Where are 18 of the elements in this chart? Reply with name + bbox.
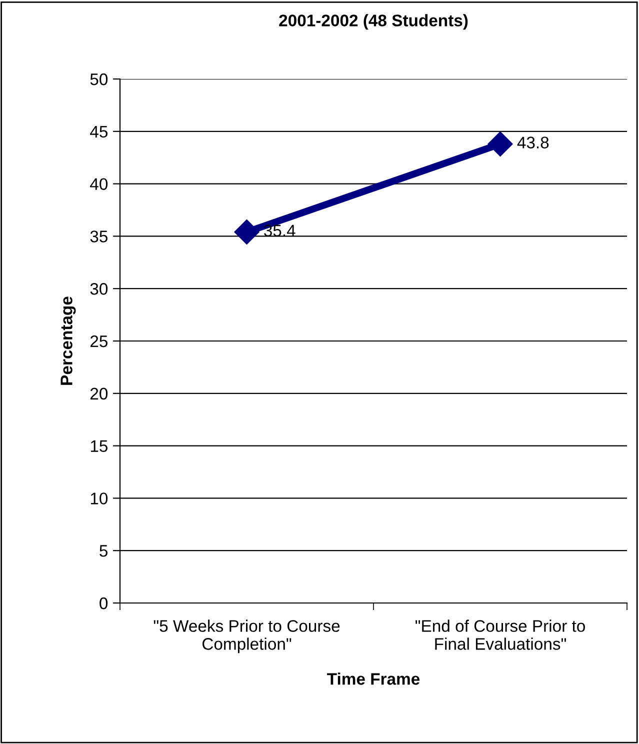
y-tick-label: 10 (90, 492, 108, 504)
y-tick-label: 50 (90, 73, 108, 86)
y-tick-label: 5 (100, 545, 108, 557)
y-tick-label: 45 (90, 126, 108, 138)
chart-title: 2001-2002 (48 Students) (279, 14, 468, 30)
x-tick-label: "End of Course Prior to Final Evaluations" (416, 620, 585, 650)
data-label: 43.8 (517, 136, 549, 148)
y-tick-label: 20 (90, 388, 108, 400)
data-label: 35.4 (264, 224, 296, 236)
y-tick-label: 25 (90, 335, 108, 348)
x-axis-title: Time Frame (327, 672, 420, 685)
y-tick-label: 15 (90, 440, 108, 452)
y-tick-label: 40 (90, 178, 108, 190)
y-tick-label: 0 (100, 597, 108, 610)
y-tick-label: 35 (90, 230, 108, 242)
x-tick-label: "5 Weeks Prior to Course Completion" (154, 620, 340, 654)
y-axis-title: Percentage (60, 296, 76, 385)
y-tick-label: 30 (90, 283, 108, 295)
